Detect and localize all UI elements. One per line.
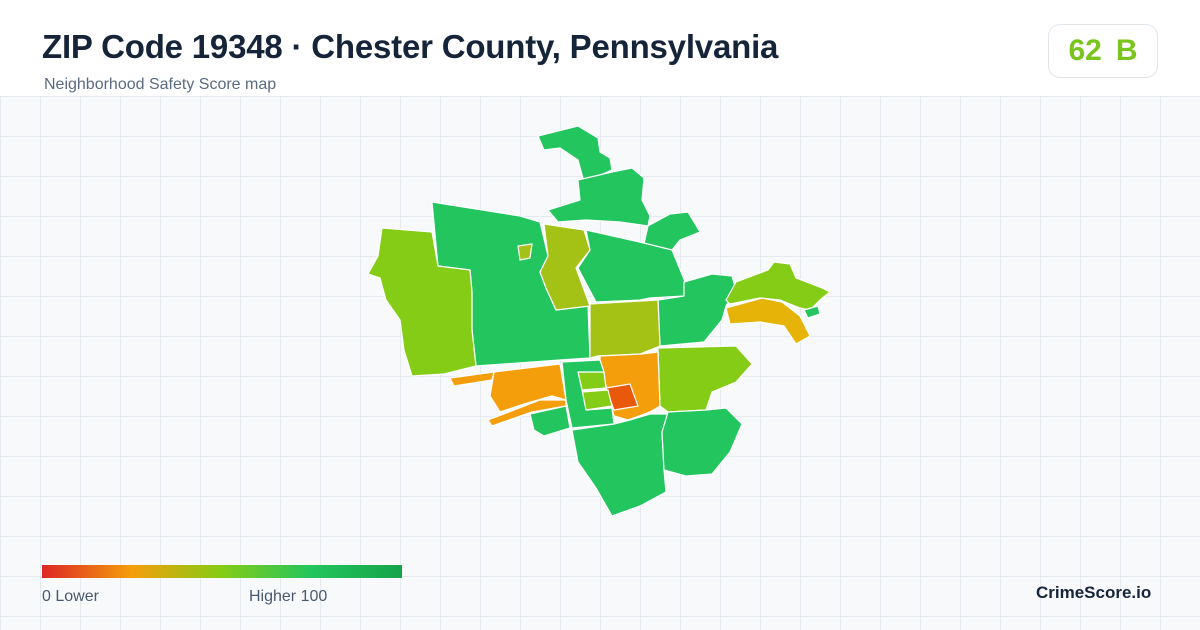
map-region-southeast-lightgreen[interactable] — [657, 345, 753, 413]
map-region-south[interactable] — [571, 413, 669, 517]
map-region-central[interactable] — [589, 299, 661, 359]
map-region-north[interactable] — [547, 167, 651, 227]
map-region-east-upper[interactable] — [657, 273, 737, 347]
legend-min-label: 0 Lower — [42, 588, 99, 605]
map-region-north-central[interactable] — [539, 223, 591, 311]
legend-gradient-bar — [42, 565, 402, 578]
map-region-center-block-a[interactable] — [577, 371, 607, 391]
map-region-north-tip[interactable] — [537, 125, 613, 183]
brand-logo-text: CrimeScore.io — [1036, 583, 1152, 602]
map-region-small-yellow[interactable] — [517, 243, 533, 261]
header: ZIP Code 19348 · Chester County, Pennsyl… — [0, 0, 1200, 96]
legend-max-label: Higher 100 — [249, 588, 328, 605]
map-region-west[interactable] — [367, 227, 477, 377]
map-region-southeast[interactable] — [661, 407, 743, 477]
map-region-northeast-small[interactable] — [643, 211, 701, 251]
map-region-east-small[interactable] — [803, 305, 821, 319]
map-region-center-block-c[interactable] — [561, 359, 615, 429]
safety-grade: B — [1115, 34, 1138, 67]
safety-score-badge: 62 B — [1048, 24, 1158, 78]
map-region-southwest-green[interactable] — [529, 405, 571, 437]
map-region-east-yellow[interactable] — [725, 297, 811, 345]
map-region-northeast-central[interactable] — [577, 229, 687, 303]
page-title: ZIP Code 19348 · Chester County, Pennsyl… — [42, 28, 779, 65]
map-region-center-block-b[interactable] — [581, 389, 613, 411]
page-subtitle: Neighborhood Safety Score map — [44, 76, 277, 93]
safety-score-value: 62 — [1068, 34, 1102, 67]
map-region-west-orange-strip[interactable] — [449, 371, 495, 387]
map-region-far-east[interactable] — [725, 261, 831, 311]
map-region-west-orange[interactable] — [489, 363, 567, 413]
